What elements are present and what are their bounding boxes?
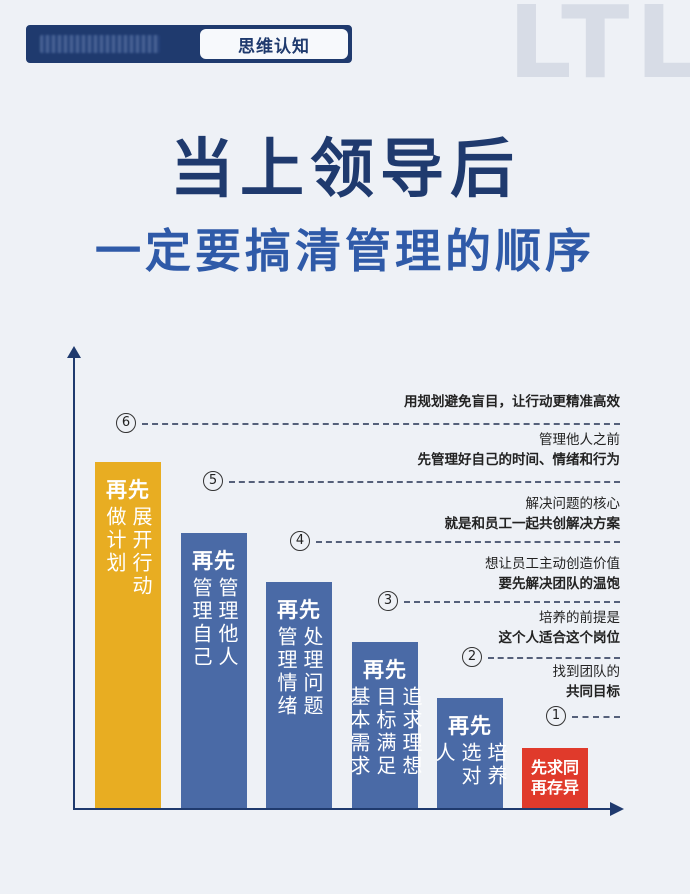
step-marker-3: 3: [378, 591, 620, 613]
step-bar-3: 再先 追求理想目标满足基本需求: [347, 642, 423, 808]
note-line: 找到团队的: [552, 664, 621, 680]
step-bar-4: 再先 处理问题管理情绪: [266, 582, 332, 808]
step-number: 4: [290, 531, 310, 551]
step-bar-head: 再先: [192, 549, 236, 573]
step-number: 5: [203, 471, 223, 491]
step-bar-head: 再先: [277, 598, 321, 622]
y-axis-arrow-icon: [67, 346, 81, 358]
step-note-5: 管理他人之前 先管理好自己的时间、情绪和行为: [418, 430, 621, 470]
step-number: 3: [378, 591, 398, 611]
dashed-guide: [229, 481, 620, 483]
step-bar-head: 再先: [363, 658, 407, 682]
step-note-3: 想让员工主动创造价值 要先解决团队的温饱: [485, 554, 620, 594]
step-bar-text: 追求理想目标满足基本需求: [347, 686, 423, 778]
dashed-guide: [316, 541, 620, 543]
dashed-guide: [142, 423, 620, 425]
step-marker-4: 4: [290, 531, 620, 553]
note-line-bold: 就是和员工一起共创解决方案: [444, 516, 621, 532]
step-bar-text: 展开行动做计划: [103, 506, 153, 598]
step-note-2: 培养的前提是 这个人适合这个岗位: [499, 608, 621, 648]
step-marker-2: 2: [462, 647, 620, 669]
step-marker-5: 5: [203, 471, 620, 493]
note-line: 管理他人之前: [539, 432, 620, 448]
note-line-bold: 要先解决团队的温饱: [498, 576, 621, 592]
step-bar-head: 再先: [106, 478, 150, 502]
page-title: 当上领导后: [170, 133, 520, 207]
step-bar-6: 再先 展开行动做计划: [95, 462, 161, 808]
dashed-guide: [572, 716, 620, 718]
step-marker-1: 1: [546, 706, 620, 728]
note-line: 培养的前提是: [539, 610, 620, 626]
dashed-guide: [404, 601, 620, 603]
x-axis-line: [73, 808, 613, 810]
note-line-bold: 用规划避免盲目，让行动更精准高效: [404, 394, 620, 410]
x-axis-arrow-icon: [610, 802, 624, 816]
note-line-bold: 共同目标: [566, 684, 620, 700]
step-bar-text: 处理问题管理情绪: [274, 626, 324, 718]
step-bar-5: 再先 管理他人管理自己: [181, 533, 247, 808]
step-bar-head: 再先: [448, 714, 492, 738]
step-bar-1: 先求同 再存异: [522, 748, 588, 808]
step-bar-text: 先求同 再存异: [530, 758, 579, 797]
step-number: 2: [462, 647, 482, 667]
step-bar-text: 培养选对人: [432, 742, 508, 788]
dashed-guide: [488, 657, 620, 659]
step-note-6: 用规划避免盲目，让行动更精准高效: [404, 392, 620, 412]
note-line: 解决问题的核心: [525, 496, 621, 512]
step-marker-6: 6: [116, 413, 620, 435]
category-tag: 思维认知: [200, 29, 348, 59]
step-number: 6: [116, 413, 136, 433]
step-bar-2: 再先 培养选对人: [432, 698, 508, 808]
watermark-logo: LTL: [508, 0, 690, 101]
y-axis-line: [73, 350, 75, 810]
page-subtitle: 一定要搞清管理的顺序: [95, 224, 595, 278]
note-line-bold: 先管理好自己的时间、情绪和行为: [417, 452, 621, 468]
step-bar-text: 管理他人管理自己: [189, 577, 239, 669]
step-number: 1: [546, 706, 566, 726]
note-line-bold: 这个人适合这个岗位: [498, 630, 621, 646]
step-note-4: 解决问题的核心 就是和员工一起共创解决方案: [445, 494, 621, 534]
note-line: 想让员工主动创造价值: [485, 556, 620, 572]
step-note-1: 找到团队的 共同目标: [553, 662, 621, 702]
blurred-account-name: [40, 35, 160, 53]
